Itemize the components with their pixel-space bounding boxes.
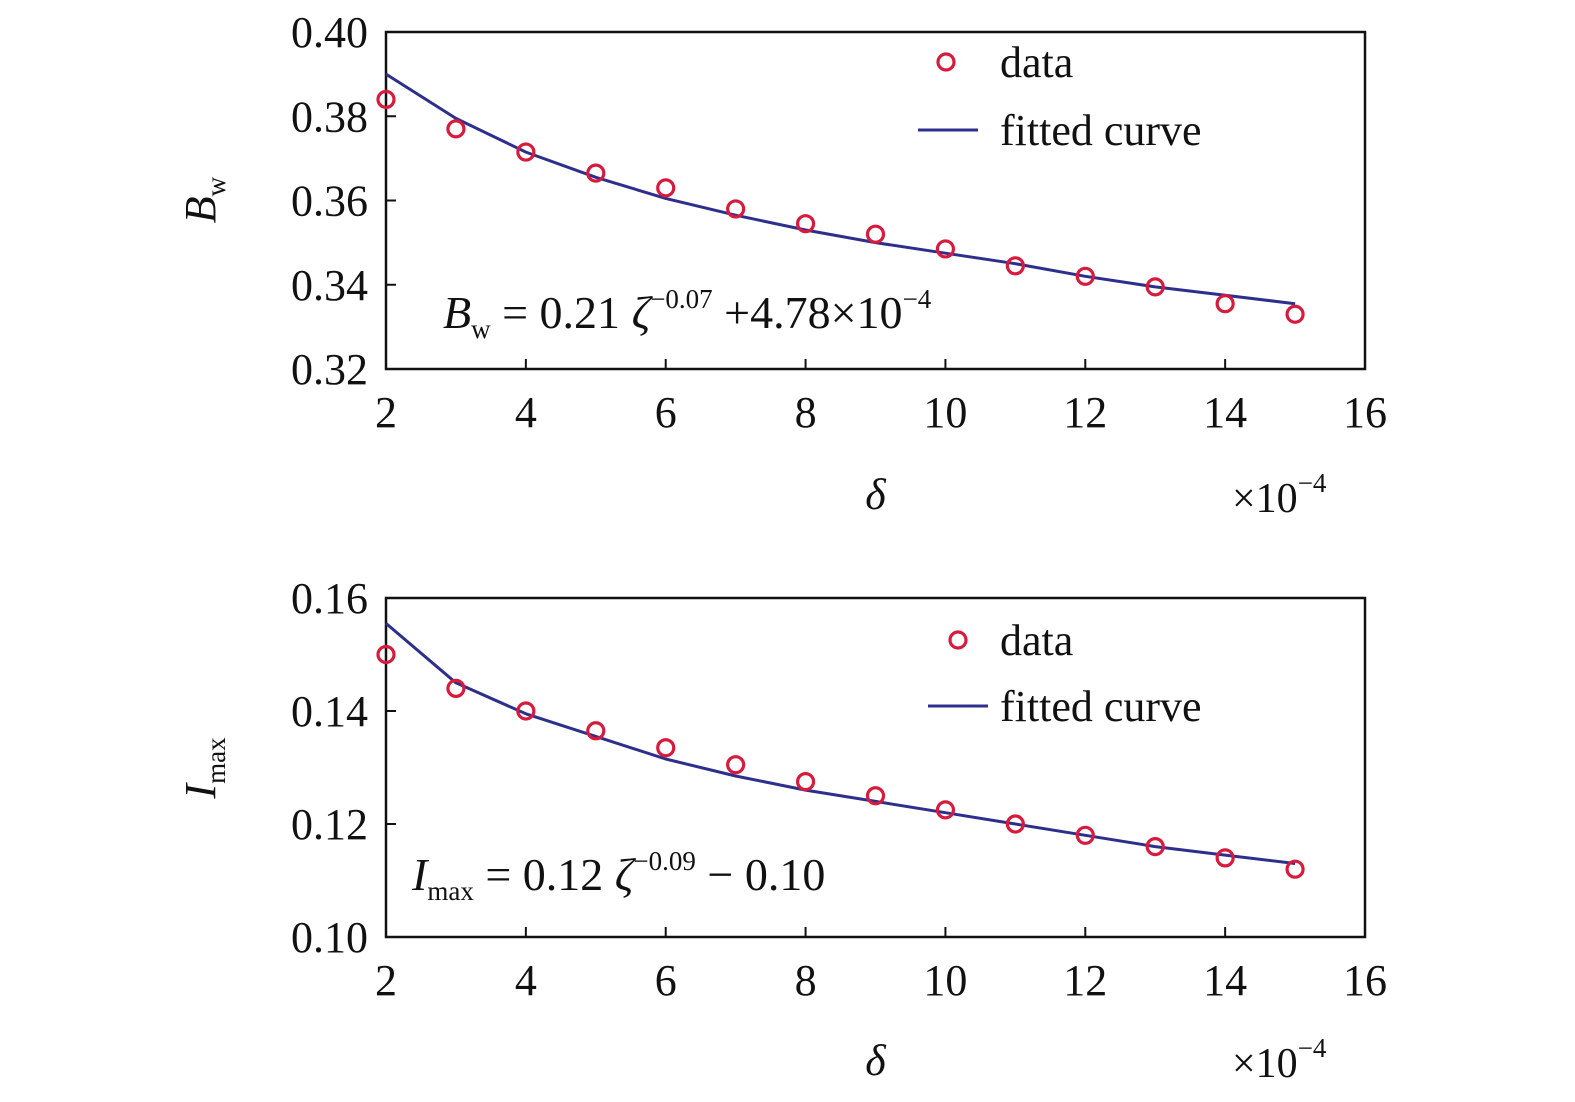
data-point (865, 224, 886, 244)
y-tick-label: 0.16 (291, 574, 368, 623)
x-tick-label: 10 (923, 956, 967, 1005)
data-point (1075, 266, 1095, 286)
fitted-curve-line (385, 622, 1296, 865)
x-tick-label: 8 (795, 388, 817, 437)
data-point (376, 644, 396, 665)
x-tick-label: 12 (1063, 956, 1107, 1005)
plot-frame (384, 596, 1367, 939)
data-point (1145, 277, 1165, 297)
data-point (1005, 814, 1025, 834)
data-point (1005, 256, 1025, 276)
data-point (656, 738, 676, 758)
x-tick-label: 6 (655, 388, 677, 437)
x-tick-label: 4 (515, 956, 537, 1005)
data-point (726, 755, 746, 775)
legend-data-label: data (1000, 616, 1073, 665)
x-tick-label: 2 (375, 956, 397, 1005)
fitted-curve-line (385, 72, 1296, 306)
x-tick-label: 16 (1343, 956, 1387, 1005)
data-point (865, 786, 886, 806)
x-axis-label: δ (865, 470, 887, 519)
legend-curve-label: fitted curve (1000, 682, 1202, 731)
data-point (586, 163, 606, 183)
data-point (586, 721, 606, 741)
data-point (446, 119, 466, 139)
data-point (656, 178, 676, 198)
x-tick-label: 8 (795, 956, 817, 1005)
y-tick-label: 0.10 (291, 913, 368, 962)
x-tick-label: 16 (1343, 388, 1387, 437)
chart-panel-1: 2 4 6 8 10 12 14 16 0.32 0.34 0.36 0.38 0.40 data fitt… (176, 8, 1387, 522)
fit-equation: Imax = 0.12 ζ−0.09 − 0.10 (411, 846, 825, 906)
data-point (446, 678, 466, 699)
legend: data fitted curve (928, 616, 1202, 731)
x-tick-label: 4 (515, 388, 537, 437)
data-point (1215, 848, 1235, 868)
y-axis-label: Bw (176, 176, 231, 223)
data-point (1075, 825, 1095, 845)
y-tick-label: 0.36 (291, 177, 368, 226)
x-tick-label: 14 (1203, 956, 1247, 1005)
y-axis-label: Imax (176, 737, 231, 800)
x-tick-label: 2 (375, 388, 397, 437)
legend-data-label: data (1000, 38, 1073, 87)
y-tick-label: 0.32 (291, 345, 368, 394)
data-point (1215, 294, 1235, 314)
x-axis-label: δ (865, 1036, 887, 1085)
data-point (795, 214, 816, 234)
x-tick-label: 12 (1063, 388, 1107, 437)
legend-data-marker (936, 52, 956, 72)
y-tick-label: 0.38 (291, 92, 368, 141)
data-point (516, 142, 536, 162)
data-point (935, 239, 956, 259)
legend: data fitted curve (918, 38, 1202, 155)
x-tick-label: 14 (1203, 388, 1247, 437)
data-point (726, 199, 746, 219)
data-point (935, 800, 956, 820)
data-point (1145, 836, 1165, 857)
data-point (1285, 859, 1305, 879)
legend-curve-label: fitted curve (1000, 106, 1202, 155)
data-point (1285, 304, 1305, 324)
chart-panel-2: 2 4 6 8 10 12 14 16 0.10 0.12 0.14 0.16 data fitted c… (176, 574, 1387, 1087)
fit-equation: Bw = 0.21 ζ−0.07 +4.78×10−4 (443, 284, 932, 344)
x-tick-label: 10 (923, 388, 967, 437)
x-axis-multiplier: ×10−4 (1232, 468, 1327, 522)
data-point (516, 701, 536, 721)
data-point (795, 772, 816, 792)
legend-data-marker (948, 630, 968, 650)
y-tick-label: 0.12 (291, 800, 368, 849)
data-point (376, 89, 396, 110)
y-tick-label: 0.40 (291, 8, 368, 57)
y-tick-label: 0.34 (291, 261, 368, 310)
x-tick-label: 6 (655, 956, 677, 1005)
y-tick-label: 0.14 (291, 687, 368, 736)
x-axis-multiplier: ×10−4 (1232, 1033, 1327, 1087)
